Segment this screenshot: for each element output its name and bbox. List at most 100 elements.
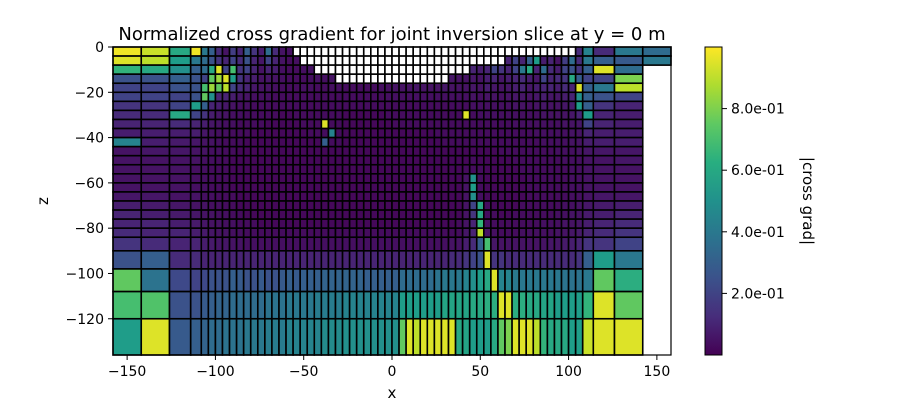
heatmap-cell [334, 290, 344, 320]
heatmap-cell [292, 73, 301, 85]
heatmap-cell [581, 64, 595, 75]
heatmap-cell [581, 55, 595, 66]
heatmap-cell [327, 127, 337, 139]
heatmap-cell [483, 317, 492, 356]
heatmap-cell [391, 191, 400, 202]
heatmap-cell [483, 173, 492, 184]
heatmap-cell [468, 209, 478, 220]
heatmap-cell [313, 268, 323, 293]
heatmap-cell [468, 154, 478, 166]
heatmap-cell [504, 64, 513, 75]
heatmap-cell [539, 227, 549, 239]
heatmap-cell [398, 64, 407, 75]
heatmap-cell [447, 46, 457, 57]
heatmap-cell [306, 82, 316, 94]
heatmap-cell [370, 100, 379, 112]
heatmap-cell [412, 46, 422, 57]
y-tick-label: −40 [74, 131, 104, 147]
heatmap-cell [539, 91, 549, 103]
heatmap-cell [207, 100, 217, 112]
heatmap-cell [256, 73, 266, 85]
heatmap-cell [412, 268, 422, 293]
heatmap-cell [327, 163, 337, 175]
heatmap-cell [362, 290, 372, 320]
heatmap-cell [497, 109, 506, 121]
heatmap-cell [384, 290, 393, 320]
heatmap-cell [504, 163, 513, 175]
heatmap-cell [242, 200, 252, 211]
heatmap-cell [355, 154, 365, 166]
heatmap-cell [242, 191, 252, 202]
heatmap-cell [426, 109, 436, 121]
heatmap-cell [613, 127, 644, 139]
heatmap-cell [504, 118, 513, 130]
heatmap-cell [475, 100, 485, 112]
heatmap-cell [511, 268, 520, 293]
heatmap-cell [567, 191, 577, 202]
heatmap-cell [483, 127, 492, 139]
heatmap-cell [461, 154, 471, 166]
heatmap-cell [348, 91, 358, 103]
heatmap-cell [370, 200, 379, 211]
heatmap-cell [370, 250, 379, 270]
heatmap-cell [112, 154, 143, 166]
heatmap-cell [292, 218, 301, 229]
heatmap-cell [497, 191, 506, 202]
heatmap-cell [592, 109, 616, 121]
heatmap-cell [440, 118, 450, 130]
heatmap-cell [256, 182, 266, 193]
heatmap-cell [412, 55, 422, 66]
heatmap-cell [271, 91, 280, 103]
heatmap-cell [419, 91, 429, 103]
heatmap-cell [405, 218, 414, 229]
heatmap-cell [306, 100, 316, 112]
heatmap-cell [214, 91, 224, 103]
heatmap-cell [475, 236, 485, 252]
heatmap-cell [271, 163, 280, 175]
heatmap-cell [391, 209, 400, 220]
heatmap-cell [475, 209, 485, 220]
heatmap-cell [228, 91, 238, 103]
heatmap-cell [532, 82, 542, 94]
heatmap-cell [419, 163, 429, 175]
heatmap-cell [468, 100, 478, 112]
heatmap-cell [285, 73, 294, 85]
heatmap-cell [249, 109, 259, 121]
heatmap-cell [532, 55, 542, 66]
heatmap-cell [433, 109, 443, 121]
colorbar-tick-label: 4.0e-01 [731, 225, 785, 241]
heatmap-cell [497, 268, 506, 293]
heatmap-cell [320, 82, 330, 94]
heatmap-cell [518, 55, 528, 66]
heatmap-cell [447, 100, 457, 112]
heatmap-cell [249, 82, 259, 94]
heatmap-cell [168, 163, 192, 175]
heatmap-cell [440, 145, 450, 157]
heatmap-cell [341, 82, 351, 94]
heatmap-cell [518, 46, 528, 57]
heatmap-cell [200, 182, 210, 193]
heatmap-cell [249, 145, 259, 157]
x-tick-label: 100 [555, 364, 582, 380]
heatmap-cell [370, 163, 379, 175]
heatmap-cell [362, 173, 372, 184]
heatmap-cell [362, 64, 372, 75]
heatmap-cell [271, 82, 280, 94]
heatmap-cell [447, 236, 457, 252]
heatmap-cell [242, 268, 252, 293]
heatmap-cell [613, 100, 644, 112]
heatmap-cell [504, 127, 513, 139]
heatmap-cell [574, 209, 584, 220]
heatmap-cell [140, 55, 171, 66]
heatmap-cell [574, 154, 584, 166]
heatmap-cell [384, 100, 393, 112]
heatmap-cell [440, 182, 450, 193]
heatmap-cell [405, 191, 414, 202]
heatmap-cell [249, 317, 259, 356]
heatmap-cell [341, 100, 351, 112]
heatmap-cell [475, 109, 485, 121]
heatmap-cell [419, 227, 429, 239]
heatmap-cell [285, 317, 294, 356]
heatmap-cell [348, 191, 358, 202]
heatmap-cell [483, 136, 492, 148]
